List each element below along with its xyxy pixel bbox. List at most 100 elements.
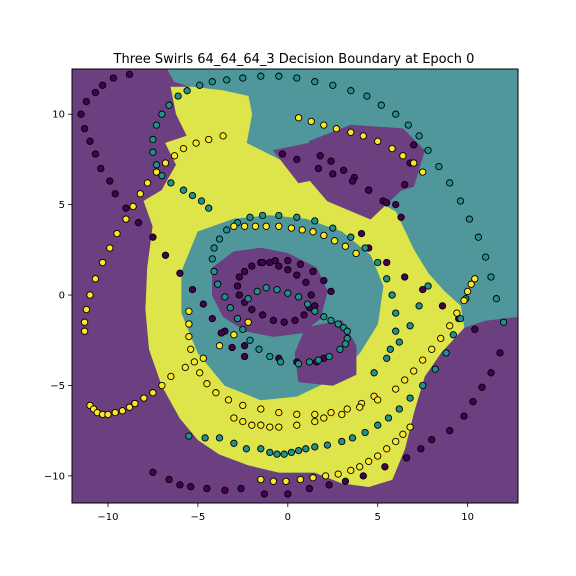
point-class-1 — [377, 101, 385, 109]
point-class-2 — [406, 423, 414, 431]
point-class-1 — [305, 358, 314, 366]
point-class-1 — [388, 291, 396, 299]
point-class-1 — [293, 74, 301, 82]
point-class-0 — [221, 486, 229, 494]
point-class-0 — [291, 316, 299, 325]
point-class-2 — [212, 389, 220, 397]
point-class-1 — [273, 450, 281, 458]
y-tick-label: 0 — [59, 291, 65, 302]
point-class-2 — [86, 291, 94, 299]
point-class-2 — [453, 309, 461, 317]
point-class-1 — [230, 439, 238, 447]
point-class-0 — [316, 152, 324, 160]
point-class-1 — [255, 345, 263, 353]
y-tick-label: −5 — [50, 381, 65, 392]
point-class-0 — [305, 484, 314, 493]
point-class-2 — [167, 372, 175, 381]
point-class-1 — [266, 352, 274, 361]
point-class-1 — [419, 381, 427, 390]
point-class-0 — [208, 314, 216, 323]
point-class-1 — [406, 394, 414, 402]
point-class-0 — [125, 70, 134, 79]
point-class-0 — [187, 483, 195, 491]
point-class-0 — [417, 445, 425, 453]
point-class-2 — [185, 307, 193, 315]
point-class-1 — [338, 437, 346, 446]
point-class-2 — [330, 237, 339, 245]
point-class-1 — [383, 354, 391, 362]
point-class-1 — [363, 92, 371, 100]
point-class-2 — [463, 287, 472, 296]
point-class-1 — [223, 226, 231, 234]
point-class-1 — [334, 320, 342, 328]
point-class-2 — [230, 414, 238, 422]
point-class-0 — [307, 291, 315, 299]
point-class-1 — [311, 307, 319, 315]
point-class-1 — [158, 110, 166, 118]
point-class-0 — [278, 150, 287, 158]
point-class-0 — [77, 110, 85, 118]
point-class-2 — [104, 410, 112, 419]
point-class-0 — [348, 177, 357, 185]
point-class-2 — [388, 144, 396, 153]
point-class-0 — [134, 219, 143, 227]
point-class-2 — [343, 405, 351, 413]
point-class-2 — [230, 331, 238, 339]
point-class-2 — [149, 389, 157, 397]
point-class-2 — [392, 385, 400, 393]
point-class-1 — [275, 211, 283, 220]
point-class-0 — [235, 291, 243, 299]
point-class-2 — [356, 403, 364, 411]
point-class-2 — [240, 222, 249, 230]
decision-region-class-0 — [212, 247, 328, 337]
point-class-0 — [419, 285, 427, 294]
y-tick-label: −10 — [44, 471, 65, 482]
point-class-1 — [336, 345, 344, 353]
y-tick-label: 5 — [59, 200, 65, 211]
point-class-1 — [246, 336, 254, 344]
point-class-2 — [203, 380, 211, 388]
point-class-1 — [424, 146, 432, 155]
point-class-2 — [446, 322, 454, 330]
point-class-2 — [143, 179, 152, 187]
point-class-0 — [161, 251, 170, 259]
point-class-2 — [321, 472, 330, 480]
point-class-0 — [86, 137, 94, 145]
decision-regions — [72, 69, 518, 503]
chart-title: Three Swirls 64_64_64_3 Decision Boundar… — [113, 52, 475, 67]
point-class-0 — [97, 164, 105, 173]
point-class-2 — [287, 224, 296, 232]
point-class-0 — [300, 311, 308, 319]
point-class-1 — [233, 314, 242, 323]
point-class-1 — [370, 369, 378, 377]
point-class-0 — [478, 383, 486, 391]
data-points — [77, 70, 508, 498]
point-class-2 — [80, 318, 89, 326]
point-class-1 — [215, 434, 224, 442]
point-class-1 — [449, 331, 457, 339]
point-class-2 — [309, 228, 317, 236]
point-class-1 — [456, 197, 465, 205]
x-tick-label: 5 — [375, 512, 381, 523]
point-class-2 — [111, 408, 119, 417]
point-class-2 — [471, 275, 479, 283]
point-class-1 — [294, 446, 303, 455]
point-class-2 — [428, 345, 436, 353]
point-class-2 — [311, 410, 319, 419]
point-class-0 — [284, 490, 292, 498]
x-tick-label: −10 — [97, 512, 118, 523]
point-class-0 — [280, 318, 288, 326]
point-class-2 — [383, 445, 391, 453]
point-class-2 — [125, 403, 134, 411]
point-class-1 — [311, 217, 319, 225]
point-class-1 — [487, 273, 495, 281]
point-class-1 — [262, 284, 270, 292]
point-class-2 — [131, 399, 139, 408]
point-class-2 — [199, 354, 207, 362]
point-class-2 — [98, 258, 107, 267]
point-class-0 — [237, 484, 245, 493]
point-class-2 — [266, 423, 274, 431]
point-class-1 — [341, 340, 350, 348]
point-class-0 — [233, 282, 242, 290]
point-class-1 — [226, 304, 234, 312]
